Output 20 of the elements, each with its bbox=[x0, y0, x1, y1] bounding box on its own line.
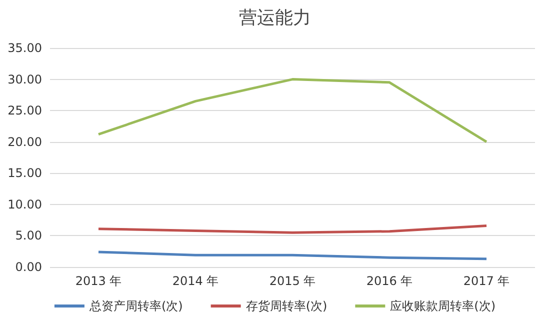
legend-label: 存货周转率(次) bbox=[246, 299, 328, 313]
y-tick-label: 25.00 bbox=[8, 104, 42, 118]
x-tick-label: 2013 年 bbox=[75, 274, 122, 288]
line-series bbox=[97, 224, 488, 234]
y-tick-label: 0.00 bbox=[15, 260, 42, 274]
chart-title: 营运能力 bbox=[239, 8, 311, 28]
y-tick-label: 35.00 bbox=[8, 41, 42, 55]
y-tick-label: 20.00 bbox=[8, 134, 42, 149]
legend-label: 应收账款周转率(次) bbox=[390, 299, 496, 313]
legend-label: 总资产周转率(次) bbox=[88, 299, 183, 313]
y-tick-label: 10.00 bbox=[8, 197, 42, 212]
x-tick-label: 2016 年 bbox=[366, 274, 413, 288]
line-series bbox=[97, 78, 488, 144]
y-tick-label: 30.00 bbox=[8, 72, 42, 86]
x-tick-label: 2015 年 bbox=[269, 274, 316, 288]
y-tick-label: 15.00 bbox=[8, 166, 42, 180]
line-series bbox=[97, 250, 488, 260]
x-tick-label: 2014 年 bbox=[172, 274, 219, 288]
y-tick-label: 5.00 bbox=[15, 228, 42, 243]
x-tick-label: 2017 年 bbox=[463, 274, 510, 288]
